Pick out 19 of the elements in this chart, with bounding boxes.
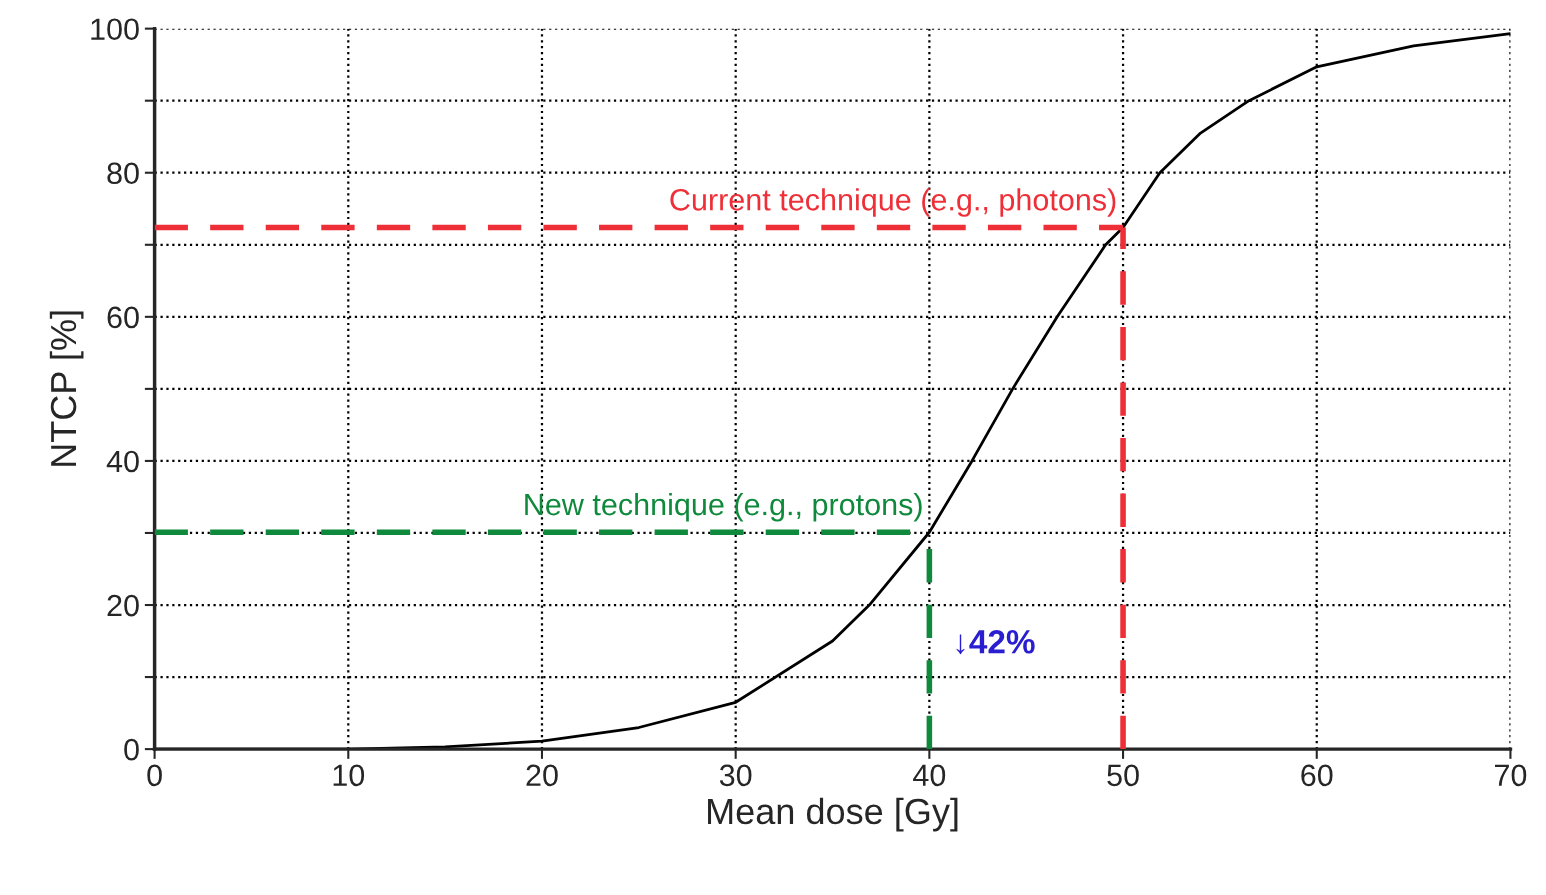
y-tick-label: 100	[91, 18, 139, 41]
x-tick-label: 40	[913, 764, 946, 787]
x-tick-label: 30	[719, 764, 752, 787]
annotation: ↓42%	[956, 629, 1035, 655]
ref-line-label: Current technique (e.g., photons)	[670, 188, 1116, 217]
y-tick-label: 40	[106, 450, 139, 473]
y-tick-label: 80	[107, 162, 139, 185]
y-tick-label: 0	[124, 738, 139, 761]
ref-line-label: New technique (e.g., protons)	[525, 492, 922, 522]
y-tick-label: 60	[107, 306, 139, 329]
x-tick-label: 0	[147, 764, 162, 787]
y-tick-label: 20	[107, 594, 139, 617]
x-tick-label: 10	[333, 764, 365, 787]
y-axis-title: NTCP [%]	[49, 311, 84, 466]
x-tick-label: 20	[526, 764, 558, 787]
x-axis-title: Mean dose [Gy]	[708, 797, 958, 832]
x-tick-label: 70	[1495, 764, 1527, 787]
x-tick-label: 50	[1107, 764, 1139, 787]
x-tick-label: 60	[1301, 764, 1333, 787]
